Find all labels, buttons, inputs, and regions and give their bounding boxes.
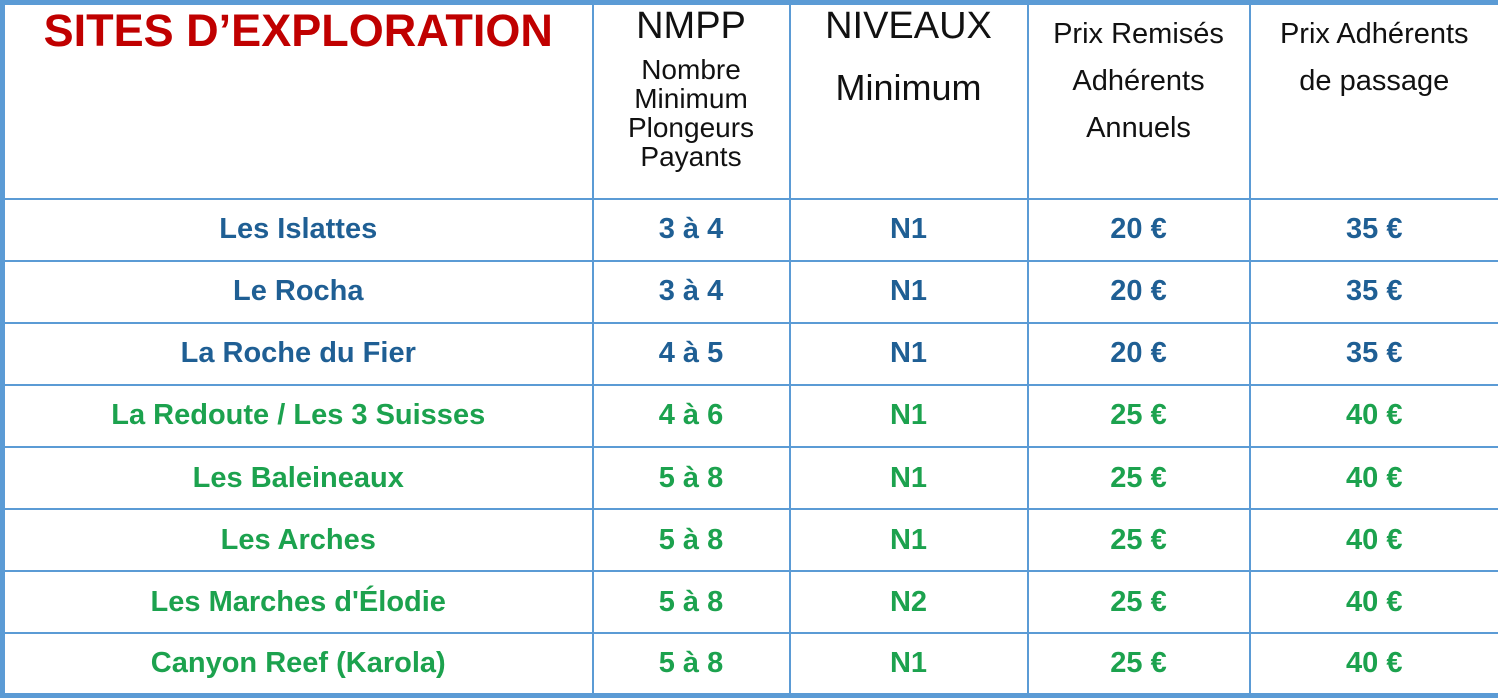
site-name-cell: Les Baleineaux — [1, 445, 594, 511]
table-row: Les Islattes 3 à 4 N1 20 € 35 € — [1, 197, 1498, 262]
table-header: SITES D’EXPLORATION NMPP Nombre Minimum … — [1, 1, 1498, 200]
prix-passage-value-cell: 40 € — [1248, 570, 1498, 635]
site-name-cell: Le Rocha — [1, 259, 594, 324]
nmpp-subtitle-line: Nombre — [641, 53, 741, 85]
prix-remises-label: Prix Remisés Adhérents Annuels — [1030, 5, 1248, 152]
niveaux-label: NIVEAUX — [825, 5, 992, 47]
column-header-prix-remises: Prix Remisés Adhérents Annuels — [1026, 1, 1251, 200]
prix-passage-value-cell: 40 € — [1248, 445, 1498, 511]
nmpp-abbreviation: NMPP — [636, 5, 746, 47]
prix-passage-line: Prix Adhérents — [1279, 18, 1469, 50]
prix-passage-value-cell: 40 € — [1248, 383, 1498, 449]
nmpp-subtitle-line: Plongeurs — [627, 111, 755, 143]
site-name-cell: Les Marches d'Élodie — [1, 570, 594, 635]
site-name-cell: Les Arches — [1, 508, 594, 573]
nmpp-subtitle: Nombre Minimum Plongeurs Payants — [595, 53, 788, 172]
nmpp-value-cell: 5 à 8 — [591, 570, 791, 635]
site-name-cell: Les Islattes — [1, 197, 594, 262]
table-body: Les Islattes 3 à 4 N1 20 € 35 € Le Rocha… — [1, 197, 1498, 697]
prix-passage-value-cell: 35 € — [1248, 197, 1498, 262]
prix-passage-value-cell: 35 € — [1248, 259, 1498, 324]
table-row: Les Arches 5 à 8 N1 25 € 40 € — [1, 508, 1498, 573]
nmpp-value-cell: 5 à 8 — [591, 445, 791, 511]
prix-remise-value-cell: 25 € — [1026, 632, 1251, 697]
table-row: La Roche du Fier 4 à 5 N1 20 € 35 € — [1, 321, 1498, 386]
table-row: Les Marches d'Élodie 5 à 8 N2 25 € 40 € — [1, 570, 1498, 635]
header-row: SITES D’EXPLORATION NMPP Nombre Minimum … — [1, 1, 1498, 200]
prix-remises-line: Adhérents — [1072, 65, 1205, 97]
prix-passage-value-cell: 40 € — [1248, 632, 1498, 697]
nmpp-value-cell: 3 à 4 — [591, 259, 791, 324]
nmpp-value-cell: 3 à 4 — [591, 197, 791, 262]
nmpp-value-cell: 5 à 8 — [591, 632, 791, 697]
nmpp-value-cell: 4 à 6 — [591, 383, 791, 449]
prix-remise-value-cell: 25 € — [1026, 508, 1251, 573]
site-name-cell: La Roche du Fier — [1, 321, 594, 386]
prix-passage-label: Prix Adhérents de passage — [1252, 5, 1498, 105]
niveau-value-cell: N1 — [788, 259, 1029, 324]
prix-passage-value-cell: 40 € — [1248, 508, 1498, 573]
table-row: Canyon Reef (Karola) 5 à 8 N1 25 € 40 € — [1, 632, 1498, 697]
prix-remise-value-cell: 20 € — [1026, 197, 1251, 262]
table-row: La Redoute / Les 3 Suisses 4 à 6 N1 25 €… — [1, 383, 1498, 449]
column-header-nmpp: NMPP Nombre Minimum Plongeurs Payants — [591, 1, 791, 200]
column-header-niveaux: NIVEAUX Minimum — [788, 1, 1029, 200]
table-row: Les Baleineaux 5 à 8 N1 25 € 40 € — [1, 445, 1498, 511]
prix-remises-line: Prix Remisés — [1053, 18, 1224, 50]
nmpp-subtitle-line: Minimum — [634, 82, 748, 114]
prix-remise-value-cell: 25 € — [1026, 570, 1251, 635]
prix-remise-value-cell: 20 € — [1026, 259, 1251, 324]
niveaux-minimum-label: Minimum — [835, 66, 982, 108]
nmpp-value-cell: 4 à 5 — [591, 321, 791, 386]
niveau-value-cell: N1 — [788, 321, 1029, 386]
column-header-sites-title: SITES D’EXPLORATION — [1, 1, 594, 200]
prix-remise-value-cell: 25 € — [1026, 383, 1251, 449]
niveau-value-cell: N1 — [788, 508, 1029, 573]
nmpp-subtitle-line: Payants — [640, 140, 742, 172]
table-row: Le Rocha 3 à 4 N1 20 € 35 € — [1, 259, 1498, 324]
prix-remise-value-cell: 25 € — [1026, 445, 1251, 511]
niveau-value-cell: N1 — [788, 383, 1029, 449]
prix-passage-value-cell: 35 € — [1248, 321, 1498, 386]
site-name-cell: Canyon Reef (Karola) — [1, 632, 594, 697]
prix-passage-line: de passage — [1299, 65, 1450, 97]
site-name-cell: La Redoute / Les 3 Suisses — [1, 383, 594, 449]
niveau-value-cell: N1 — [788, 632, 1029, 697]
niveau-value-cell: N2 — [788, 570, 1029, 635]
nmpp-value-cell: 5 à 8 — [591, 508, 791, 573]
niveau-value-cell: N1 — [788, 445, 1029, 511]
column-header-prix-passage: Prix Adhérents de passage — [1248, 1, 1498, 200]
prix-remise-value-cell: 20 € — [1026, 321, 1251, 386]
prix-remises-line: Annuels — [1086, 112, 1191, 144]
niveau-value-cell: N1 — [788, 197, 1029, 262]
